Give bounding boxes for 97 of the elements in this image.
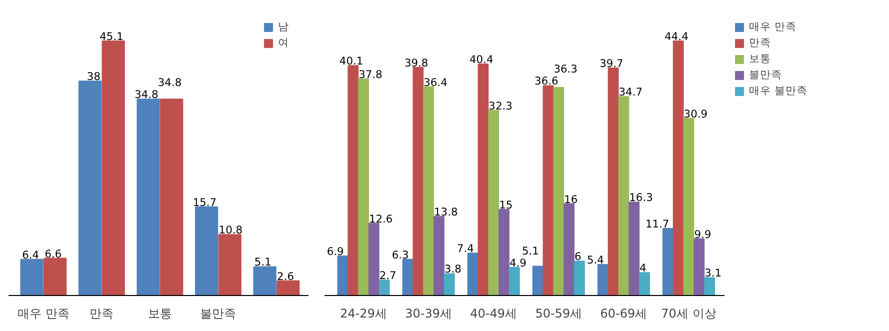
x-tick-label: 만족: [90, 306, 114, 320]
bar: [618, 96, 630, 296]
bar: [467, 252, 478, 296]
bar: [564, 203, 574, 296]
bar: [136, 98, 160, 296]
data-label: 5.4: [587, 254, 604, 267]
x-tick-label: 매우 만족: [18, 306, 70, 320]
data-label: 45.1: [100, 30, 124, 44]
legend-label: 매우 불만족: [749, 84, 808, 98]
bar: [662, 228, 674, 296]
legend-label: 만족: [749, 36, 771, 50]
data-label: 15: [499, 198, 513, 212]
data-label: 40.1: [339, 54, 364, 68]
x-tick-label: 30-39세: [405, 306, 452, 320]
bar: [368, 222, 380, 296]
data-label: 12.6: [368, 212, 393, 226]
data-label: 36.3: [554, 62, 578, 76]
data-label: 7.4: [456, 242, 474, 256]
bar: [488, 110, 500, 296]
bar: [508, 266, 520, 296]
bar: [218, 234, 242, 296]
data-label: 39.7: [600, 56, 624, 70]
data-label: 4: [640, 262, 647, 275]
data-label: 2.6: [277, 270, 294, 283]
bar: [276, 280, 300, 296]
data-label: 40.4: [470, 52, 494, 66]
data-label: 6.6: [44, 247, 62, 260]
data-label: 37.8: [358, 68, 383, 81]
bar: [358, 78, 369, 296]
bar: [102, 40, 125, 296]
bar: [704, 277, 715, 296]
bar: [694, 238, 705, 296]
data-label: 38: [86, 70, 101, 84]
bar: [597, 264, 608, 296]
bar: [639, 272, 650, 296]
data-label: 10.8: [218, 224, 243, 237]
bar: [542, 85, 554, 296]
data-label: 34.7: [618, 86, 642, 99]
data-label: 15.7: [192, 196, 217, 209]
x-tick-label: 불만족: [200, 306, 236, 320]
bar: [44, 258, 67, 296]
bar: [20, 258, 44, 296]
bar: [160, 98, 184, 296]
data-label: 11.7: [645, 217, 670, 230]
data-label: 16: [564, 192, 578, 206]
data-label: 13.8: [434, 205, 458, 218]
data-label: 32.3: [488, 99, 512, 112]
x-tick-label: 60-69세: [600, 306, 648, 320]
data-label: 16.3: [629, 191, 653, 204]
data-label: 6.3: [392, 248, 409, 262]
legend-label: 남: [278, 20, 290, 34]
bar: [574, 260, 585, 296]
bar: [683, 118, 694, 296]
bar: [628, 202, 640, 296]
bar: [434, 216, 444, 296]
data-label: 5.1: [522, 244, 539, 258]
data-label: 6.4: [22, 248, 40, 262]
x-tick-label: 50-59세: [535, 306, 582, 320]
bar: [444, 273, 455, 296]
bar: [498, 209, 510, 296]
data-label: 44.4: [664, 30, 689, 44]
bar: [378, 280, 390, 296]
data-label: 30.9: [684, 107, 708, 120]
bar: [423, 86, 434, 296]
data-label: 4.9: [509, 256, 527, 270]
legend-label: 불만족: [749, 68, 782, 82]
data-label: 9.9: [694, 228, 712, 241]
data-label: 36.4: [424, 76, 448, 89]
legend-label: 보통: [749, 52, 771, 66]
data-label: 34.8: [134, 88, 159, 102]
x-tick-label: 24-29세: [340, 306, 387, 320]
data-label: 3.8: [444, 262, 462, 276]
bar: [348, 65, 359, 296]
bar: [194, 206, 218, 296]
data-label: 3.1: [704, 266, 722, 280]
bar: [402, 258, 414, 296]
data-label: 5.1: [254, 256, 272, 269]
bar: [553, 86, 564, 296]
bar: [337, 255, 348, 296]
bar: [253, 266, 276, 296]
legend-label: 매우 만족: [749, 20, 796, 34]
x-tick-label: 40-49세: [470, 306, 518, 320]
bar: [672, 40, 684, 296]
x-tick-label: 보통: [148, 306, 172, 320]
data-label: 2.7: [379, 269, 396, 282]
legend-label: 여: [278, 36, 290, 50]
bar: [532, 266, 544, 296]
data-label: 6.9: [326, 244, 344, 258]
bar: [78, 80, 102, 296]
x-tick-label: 70세 이상: [661, 306, 716, 320]
bar: [478, 63, 489, 296]
data-label: 34.8: [158, 76, 182, 90]
bar: [608, 67, 619, 296]
data-label: 6: [574, 250, 582, 264]
bar: [412, 66, 424, 296]
data-label: 39.8: [404, 56, 428, 70]
data-label: 36.6: [534, 74, 558, 88]
